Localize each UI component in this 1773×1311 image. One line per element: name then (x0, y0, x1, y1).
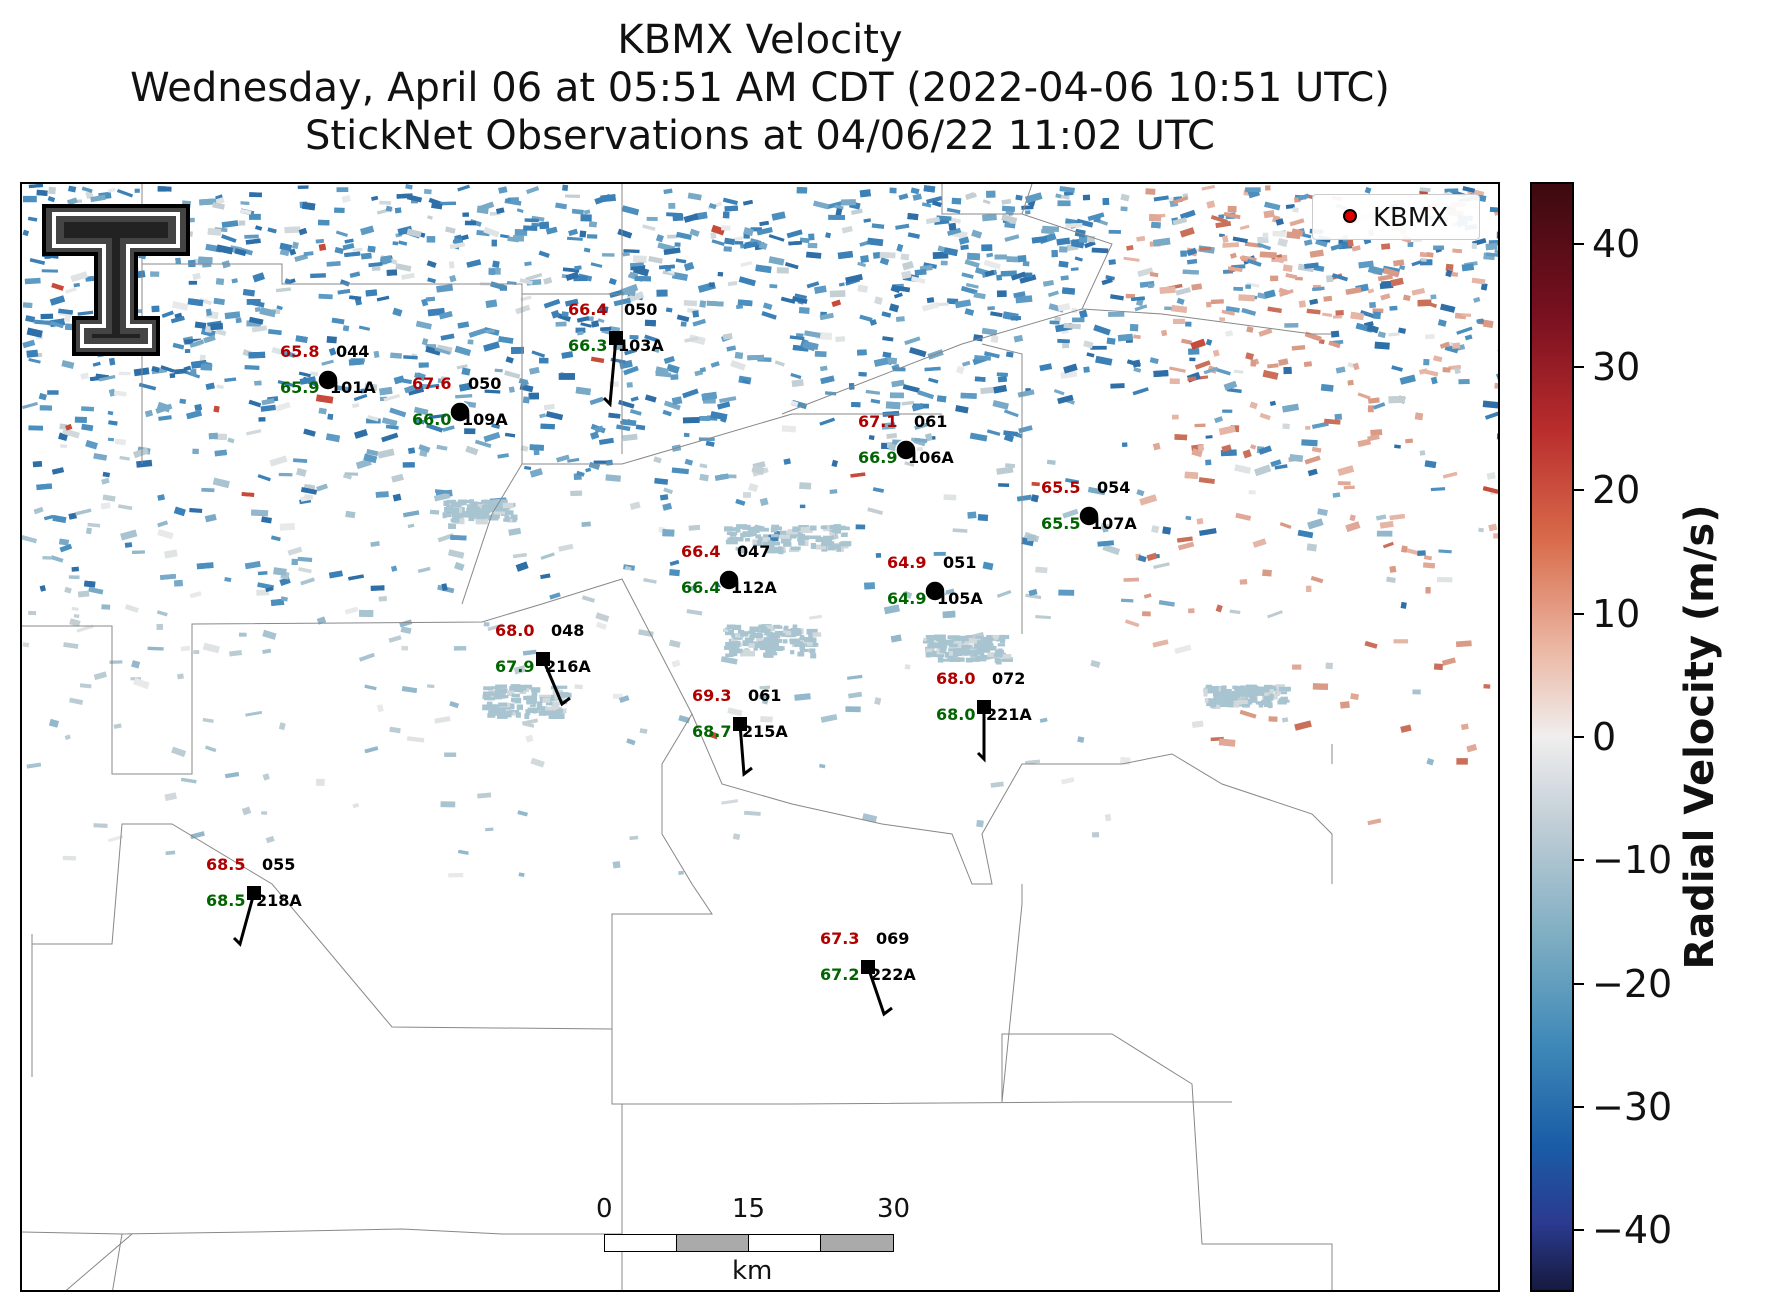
colorbar-tick-label: 40 (1592, 221, 1641, 266)
radar-site-marker-icon (1343, 209, 1357, 223)
station-name: 218A (256, 891, 302, 910)
station-temperature: 67.6 (412, 374, 452, 393)
station-overlay (232, 331, 1100, 1017)
station-id: 050 (468, 374, 502, 393)
station-dewpoint: 67.9 (495, 657, 535, 676)
station-temperature: 69.3 (692, 686, 732, 705)
station-name: 112A (731, 578, 777, 597)
station-id: 047 (737, 542, 771, 561)
station-circle-marker-icon (924, 580, 946, 602)
plot-title: KBMX Velocity (617, 17, 903, 63)
station-temperature: 68.0 (495, 621, 535, 640)
colorbar-tick-label: −30 (1592, 1085, 1673, 1129)
station-id: 055 (262, 855, 296, 874)
station-name: 215A (742, 722, 788, 741)
map-legend: KBMX (1312, 194, 1480, 240)
legend-label: KBMX (1373, 203, 1449, 233)
station-name: 222A (870, 965, 916, 984)
colorbar-tick-label: −10 (1592, 838, 1673, 883)
station-dewpoint: 66.4 (681, 578, 721, 597)
plot-subtitle-time: Wednesday, April 06 at 05:51 AM CDT (202… (130, 65, 1390, 111)
scale-unit: km (732, 1256, 773, 1286)
station-temperature: 67.1 (858, 412, 898, 431)
radar-map[interactable]: KBMX 65.8 044 65.9 101A 67.6 050 66.0 109A 66.4 0… (20, 182, 1500, 1292)
colorbar-tick-label: 20 (1592, 468, 1641, 513)
wind-barb-icon (738, 723, 753, 777)
scale-tick-30: 30 (877, 1194, 911, 1224)
colorbar-tick-mark (1574, 489, 1584, 492)
wind-barb-icon (976, 707, 986, 763)
county-boundaries (22, 184, 1333, 1290)
colorbar-tick-mark (1574, 982, 1584, 985)
station-circle-marker-icon (718, 569, 740, 591)
station-name: 105A (937, 589, 983, 608)
colorbar-tick-mark (1574, 1106, 1584, 1108)
station-id: 054 (1097, 478, 1131, 497)
colorbar-tick-label: 0 (1592, 715, 1617, 759)
station-temperature: 65.8 (280, 342, 320, 361)
station-dewpoint: 66.9 (858, 448, 898, 467)
colorbar-tick-mark (1574, 242, 1584, 245)
station-temperature: 67.3 (820, 929, 860, 948)
station-temperature: 64.9 (887, 553, 927, 572)
station-id: 072 (992, 669, 1026, 688)
station-temperature: 65.5 (1041, 478, 1081, 497)
colorbar-tick-label: 30 (1592, 345, 1641, 389)
station-id: 048 (551, 621, 585, 640)
station-dewpoint: 65.9 (280, 378, 320, 397)
station-name: 101A (330, 378, 376, 397)
velocity-field (22, 184, 1498, 878)
scale-bar (604, 1234, 904, 1264)
colorbar-tick-mark (1574, 1229, 1584, 1232)
station-dewpoint: 66.0 (412, 410, 452, 429)
texas-tech-double-t-logo-icon (40, 200, 192, 360)
colorbar-tick-label: −20 (1592, 961, 1673, 1006)
station-dewpoint: 67.2 (820, 965, 860, 984)
colorbar-tick-mark (1574, 736, 1584, 738)
station-dewpoint: 66.3 (568, 336, 608, 355)
station-temperature: 66.4 (568, 300, 608, 319)
station-dewpoint: 68.5 (206, 891, 246, 910)
colorbar-tick-label: −40 (1592, 1208, 1673, 1253)
scale-tick-0: 0 (596, 1194, 613, 1224)
station-name: 103A (618, 336, 664, 355)
station-circle-marker-icon (1078, 505, 1100, 527)
colorbar-label: Radial Velocity (m/s) (1677, 504, 1723, 970)
station-id: 044 (336, 342, 370, 361)
colorbar-tick-mark (1574, 612, 1584, 615)
station-temperature: 66.4 (681, 542, 721, 561)
colorbar-tick-mark (1574, 859, 1584, 862)
station-id: 051 (943, 553, 977, 572)
station-circle-marker-icon (317, 369, 339, 391)
station-id: 061 (914, 412, 948, 431)
station-name: 221A (986, 705, 1032, 724)
station-dewpoint: 64.9 (887, 589, 927, 608)
station-id: 069 (876, 929, 910, 948)
colorbar-tick-mark (1574, 366, 1584, 368)
station-dewpoint: 68.7 (692, 722, 732, 741)
wind-barb-icon (602, 337, 618, 408)
station-dewpoint: 68.0 (936, 705, 976, 724)
station-id: 061 (748, 686, 782, 705)
wind-barb-icon (541, 658, 571, 707)
station-temperature: 68.0 (936, 669, 976, 688)
colorbar-tick-label: 10 (1592, 591, 1641, 636)
station-name: 109A (462, 410, 508, 429)
station-circle-marker-icon (895, 439, 917, 461)
colorbar (1530, 182, 1574, 1292)
scale-tick-15: 15 (732, 1194, 766, 1224)
station-name: 106A (908, 448, 954, 467)
wind-barb-icon (232, 892, 256, 947)
plot-subtitle-observations: StickNet Observations at 04/06/22 11:02 … (305, 113, 1215, 159)
station-id: 050 (624, 300, 658, 319)
station-name: 216A (545, 657, 591, 676)
wind-barb-icon (866, 966, 893, 1017)
station-temperature: 68.5 (206, 855, 246, 874)
station-name: 107A (1091, 514, 1137, 533)
station-dewpoint: 65.5 (1041, 514, 1081, 533)
station-circle-marker-icon (449, 401, 471, 423)
